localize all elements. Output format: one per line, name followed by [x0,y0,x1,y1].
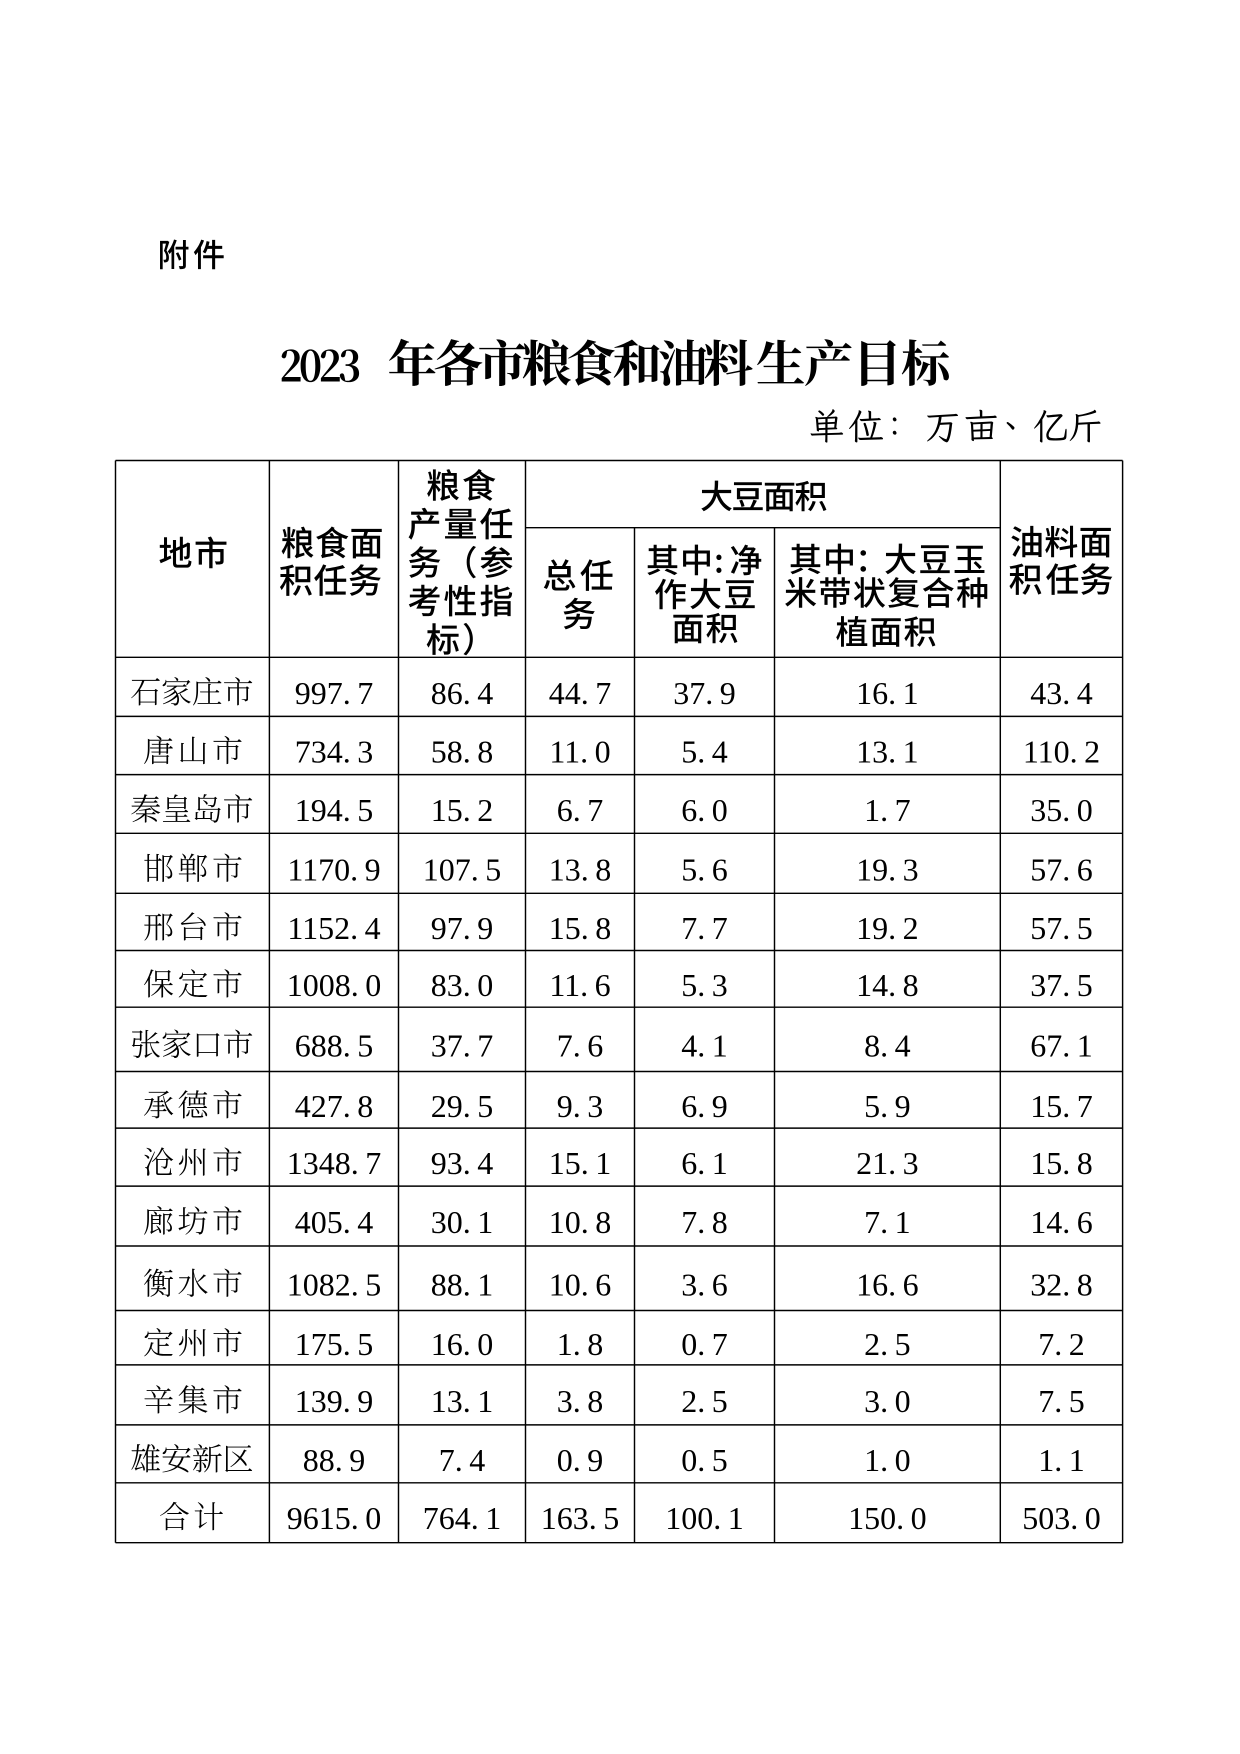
svg-text:58. 8: 58. 8 [431,734,494,770]
svg-text:6. 9: 6. 9 [681,1088,728,1124]
svg-text:83. 0: 83. 0 [431,967,494,1003]
svg-text:764. 1: 764. 1 [423,1500,502,1536]
svg-text:6. 7: 6. 7 [557,792,604,828]
svg-text:15. 8: 15. 8 [1030,1145,1093,1181]
svg-text:5. 3: 5. 3 [681,967,728,1003]
svg-text:10. 8: 10. 8 [549,1204,612,1240]
svg-text:1008. 0: 1008. 0 [287,967,382,1003]
svg-text:67. 1: 67. 1 [1030,1027,1093,1063]
svg-text:10. 6: 10. 6 [549,1266,612,1302]
svg-text:37. 5: 37. 5 [1030,967,1093,1003]
svg-text:15. 2: 15. 2 [431,792,494,828]
svg-text:5. 4: 5. 4 [681,734,728,770]
svg-text:997. 7: 997. 7 [295,675,374,711]
svg-text:150. 0: 150. 0 [848,1500,927,1536]
svg-text:427. 8: 427. 8 [295,1088,374,1124]
svg-text:21. 3: 21. 3 [856,1145,919,1181]
svg-text:86. 4: 86. 4 [431,675,494,711]
svg-text:9. 3: 9. 3 [557,1088,604,1124]
svg-text:1. 0: 1. 0 [864,1442,911,1478]
svg-text:3. 8: 3. 8 [557,1383,604,1419]
svg-text:29. 5: 29. 5 [431,1088,494,1124]
svg-text:35. 0: 35. 0 [1030,792,1093,828]
svg-text:163. 5: 163. 5 [541,1500,620,1536]
svg-text:0. 5: 0. 5 [681,1442,728,1478]
svg-text:8. 4: 8. 4 [864,1027,911,1063]
svg-text:37. 9: 37. 9 [673,675,736,711]
svg-text:97. 9: 97. 9 [431,910,494,946]
svg-text:1170. 9: 1170. 9 [287,851,380,887]
svg-text:139. 9: 139. 9 [295,1383,374,1419]
svg-text:175. 5: 175. 5 [295,1326,374,1362]
svg-text:100. 1: 100. 1 [665,1500,744,1536]
svg-text:688. 5: 688. 5 [295,1027,374,1063]
svg-text:2. 5: 2. 5 [681,1383,728,1419]
svg-text:11. 6: 11. 6 [549,967,610,1003]
svg-text:7. 6: 7. 6 [557,1027,604,1063]
svg-text:7. 4: 7. 4 [439,1442,486,1478]
svg-text:57. 5: 57. 5 [1030,910,1093,946]
svg-text:7. 7: 7. 7 [681,910,728,946]
svg-text:16. 0: 16. 0 [431,1326,494,1362]
svg-text:6. 1: 6. 1 [681,1145,728,1181]
svg-text:19. 3: 19. 3 [856,851,919,887]
svg-text:3. 6: 3. 6 [681,1266,728,1302]
svg-text:14. 6: 14. 6 [1030,1204,1093,1240]
svg-text:1. 7: 1. 7 [864,792,911,828]
svg-text:1082. 5: 1082. 5 [287,1266,382,1302]
svg-text:30. 1: 30. 1 [431,1204,494,1240]
svg-text:11. 0: 11. 0 [549,734,610,770]
svg-text:37. 7: 37. 7 [431,1027,494,1063]
svg-text:15. 8: 15. 8 [549,910,612,946]
svg-text:0. 9: 0. 9 [557,1442,604,1478]
svg-text:107. 5: 107. 5 [423,851,502,887]
svg-text:1348. 7: 1348. 7 [287,1145,382,1181]
svg-text:13. 1: 13. 1 [431,1383,494,1419]
svg-text:734. 3: 734. 3 [295,734,374,770]
svg-text:43. 4: 43. 4 [1030,675,1093,711]
svg-text:194. 5: 194. 5 [295,792,374,828]
svg-text:88. 9: 88. 9 [303,1442,366,1478]
svg-text:7. 5: 7. 5 [1038,1383,1085,1419]
svg-text:1. 8: 1. 8 [557,1326,604,1362]
svg-text:19. 2: 19. 2 [856,910,919,946]
svg-text:15. 1: 15. 1 [549,1145,612,1181]
svg-text:32. 8: 32. 8 [1030,1266,1093,1302]
svg-text:16. 6: 16. 6 [856,1266,919,1302]
svg-text:5. 9: 5. 9 [864,1088,911,1124]
svg-text:503. 0: 503. 0 [1022,1500,1101,1536]
svg-text:110. 2: 110. 2 [1023,734,1100,770]
svg-text:1152. 4: 1152. 4 [287,910,380,946]
svg-text:88. 1: 88. 1 [431,1266,494,1302]
svg-text:16. 1: 16. 1 [856,675,919,711]
svg-text:7. 1: 7. 1 [864,1204,911,1240]
svg-text:9615. 0: 9615. 0 [287,1500,382,1536]
svg-text:405. 4: 405. 4 [295,1204,374,1240]
svg-text:44. 7: 44. 7 [549,675,612,711]
svg-text:2. 5: 2. 5 [864,1326,911,1362]
svg-text:1. 1: 1. 1 [1038,1442,1085,1478]
svg-text:6. 0: 6. 0 [681,792,728,828]
svg-text:5. 6: 5. 6 [681,851,728,887]
svg-text:15. 7: 15. 7 [1030,1088,1093,1124]
svg-text:57. 6: 57. 6 [1030,851,1093,887]
svg-text:3. 0: 3. 0 [864,1383,911,1419]
svg-text:0. 7: 0. 7 [681,1326,728,1362]
svg-text:7. 2: 7. 2 [1038,1326,1085,1362]
svg-text:14. 8: 14. 8 [856,967,919,1003]
svg-text:93. 4: 93. 4 [431,1145,494,1181]
svg-text:13. 8: 13. 8 [549,851,612,887]
svg-text:4. 1: 4. 1 [681,1027,728,1063]
svg-text:13. 1: 13. 1 [856,734,919,770]
svg-text:7. 8: 7. 8 [681,1204,728,1240]
